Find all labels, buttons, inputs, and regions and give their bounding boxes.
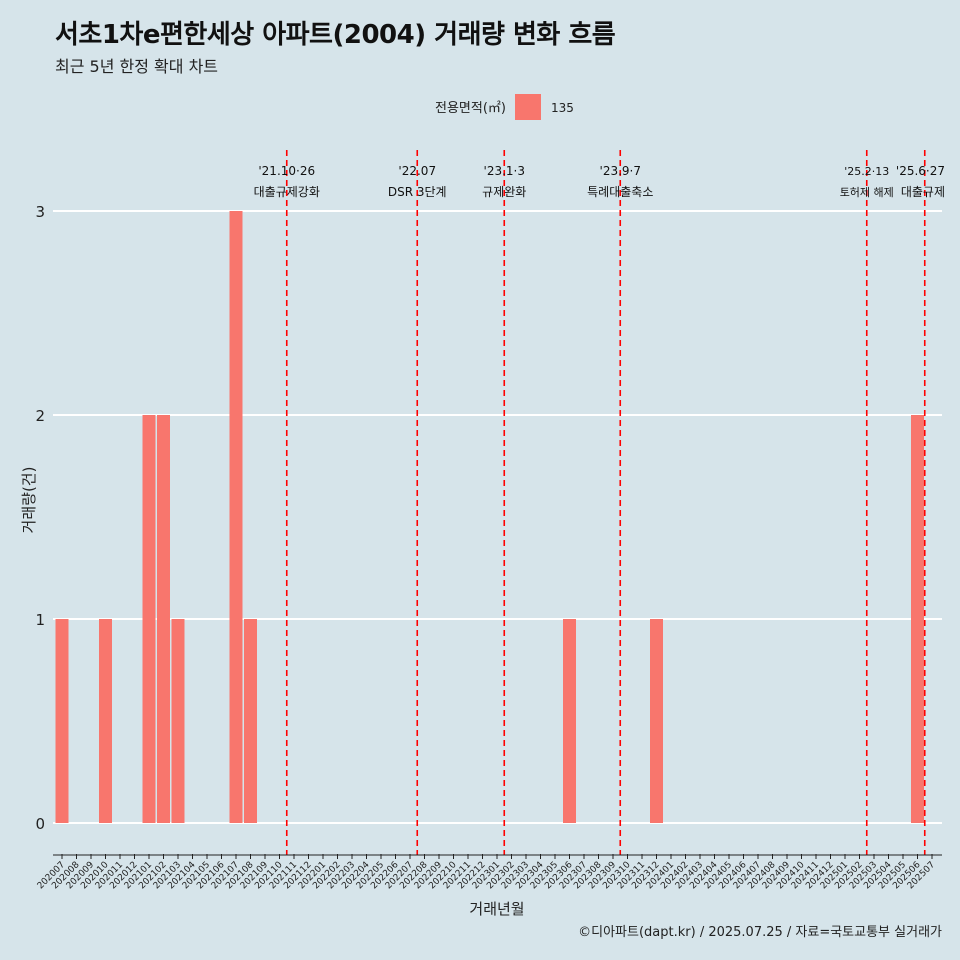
axes: 0123202007202008202009202010202011202012… <box>35 203 942 891</box>
legend-label-135: 135 <box>551 101 574 115</box>
y-tick-label: 3 <box>35 203 45 221</box>
x-axis-title: 거래년월 <box>469 900 524 918</box>
y-axis-title: 거래량(건) <box>20 467 38 534</box>
annotations: '21.10·26 대출규제강화 '22.07 DSR 3단계 '23.1·3 규제완화 '… <box>254 150 945 855</box>
event-date-202506: '25.6·27 <box>896 164 945 178</box>
bar-202312 <box>650 619 663 823</box>
y-tick-label: 2 <box>35 407 45 425</box>
y-tick-label: 0 <box>35 815 45 833</box>
legend-title: 전용면적(㎡) <box>435 101 506 116</box>
bar-202010 <box>99 619 112 823</box>
event-date-202301: '23.1·3 <box>484 164 525 178</box>
event-label-202506: 대출규제 <box>901 185 945 199</box>
bar-202306 <box>563 619 576 823</box>
gridlines <box>53 210 942 824</box>
event-date-202110: '21.10·26 <box>258 164 315 178</box>
event-date-202309: '23.9·7 <box>600 164 641 178</box>
event-label-202502: 토허제 해제 <box>840 185 894 199</box>
chart-title: 서초1차e편한세상 아파트(2004) 거래량 변화 흐름 <box>55 20 616 50</box>
legend-key-135 <box>515 94 541 120</box>
event-label-202207: DSR 3단계 <box>388 185 447 199</box>
bar-202101 <box>142 415 156 823</box>
bar-202102 <box>157 415 170 823</box>
source-caption: ©디아파트(dapt.kr) / 2025.07.25 / 자료=국토교통부 실… <box>578 925 942 940</box>
bar-202107 <box>229 211 243 823</box>
event-label-202110: 대출규제강화 <box>254 185 320 199</box>
bar-202103 <box>171 619 185 823</box>
bar-202108 <box>244 619 257 823</box>
bar-202007 <box>55 619 69 823</box>
event-date-202502: '25.2·13 <box>844 165 889 178</box>
event-label-202301: 규제완화 <box>482 185 526 199</box>
event-date-202207: '22.07 <box>398 164 436 178</box>
bar-202506 <box>911 415 924 823</box>
chart-subtitle: 최근 5년 한정 확대 차트 <box>55 57 219 76</box>
event-label-202309: 특례대출축소 <box>587 185 653 199</box>
y-tick-label: 1 <box>35 611 45 629</box>
bars <box>55 211 924 823</box>
legend: 전용면적(㎡) 135 <box>435 94 574 120</box>
